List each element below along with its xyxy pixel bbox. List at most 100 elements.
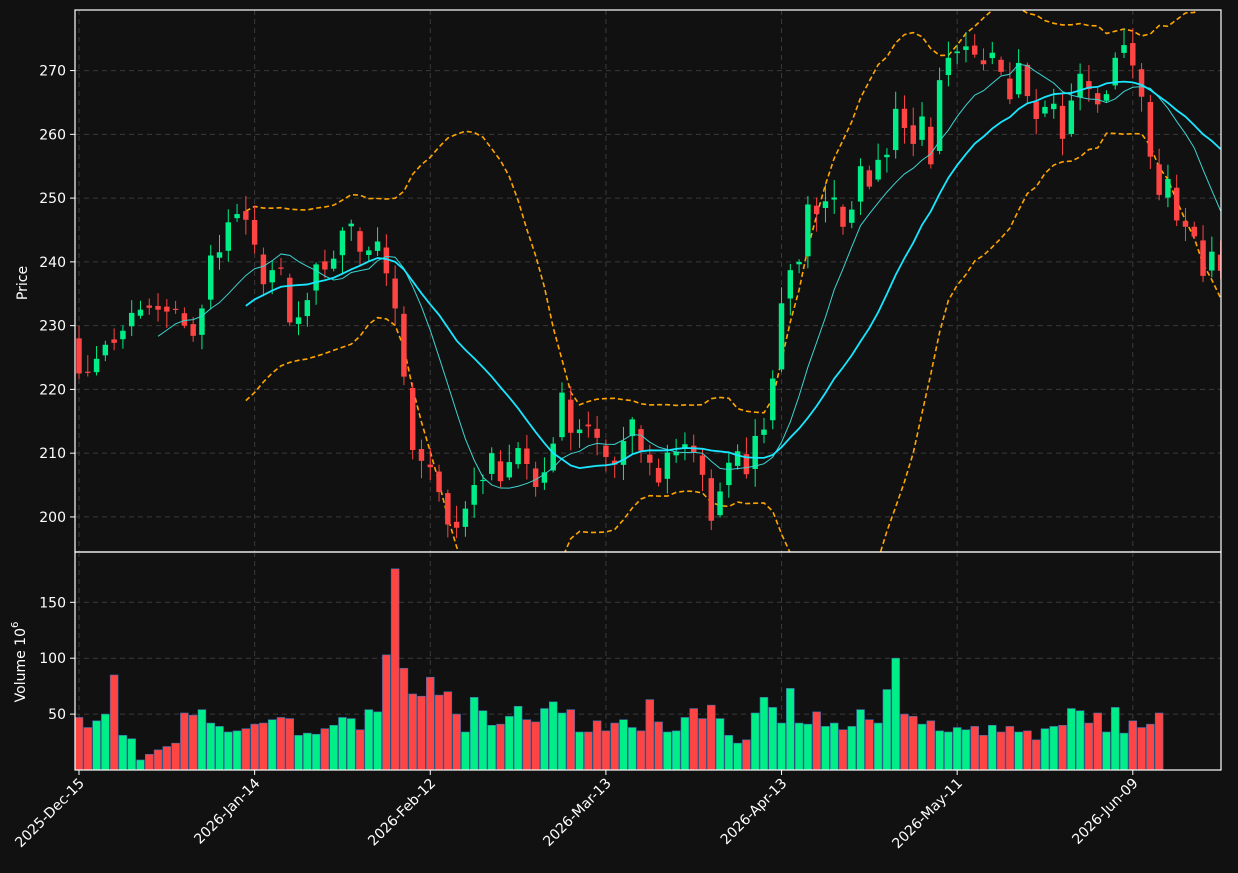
candle <box>243 196 249 235</box>
candle <box>216 234 223 270</box>
volume-bar <box>575 731 584 771</box>
volume-bar <box>882 689 892 771</box>
volume-bar <box>926 720 936 771</box>
candle <box>840 204 846 235</box>
price-tick-label: 270 <box>39 64 66 80</box>
candle-body <box>928 126 934 165</box>
volume-bar <box>118 735 128 771</box>
candle <box>1173 174 1180 227</box>
candle-body <box>287 277 293 323</box>
candle-body <box>708 478 714 521</box>
price-tick-label: 260 <box>39 127 66 143</box>
volume-bar <box>865 719 874 771</box>
volume-bar <box>320 728 330 771</box>
volume-bar <box>759 697 769 771</box>
candle <box>717 482 723 518</box>
candle <box>1165 164 1171 208</box>
candle-body <box>638 429 644 451</box>
candle-body <box>401 313 407 377</box>
volume-bar <box>276 717 286 771</box>
candle-body <box>1051 103 1057 110</box>
candle <box>1086 65 1092 102</box>
candle <box>1007 62 1013 105</box>
candle-body <box>208 255 214 300</box>
candle-body <box>102 344 109 356</box>
candle-body <box>752 435 758 469</box>
candle <box>374 227 381 256</box>
candle <box>418 439 425 479</box>
candle-body <box>128 312 135 327</box>
candle-body <box>366 250 372 255</box>
candle-body <box>805 204 811 257</box>
candle-body <box>620 441 627 465</box>
candle-body <box>137 309 144 316</box>
candle-body <box>216 252 223 258</box>
candle-body <box>348 223 354 227</box>
candle-body <box>1130 43 1136 66</box>
volume-bar <box>742 739 751 771</box>
candle-body <box>515 448 521 465</box>
candle <box>462 501 469 537</box>
candle-body <box>164 306 170 312</box>
volume-bar <box>1031 739 1041 771</box>
candle <box>409 382 416 460</box>
volume-axis-exponent: 6 <box>10 622 21 628</box>
candle-body <box>664 452 671 479</box>
candle <box>813 197 820 232</box>
candle-body <box>559 392 565 438</box>
volume-bar <box>364 709 374 771</box>
candle-body <box>919 116 925 140</box>
volume-bar <box>171 742 180 771</box>
candle <box>471 467 477 518</box>
candle <box>936 67 943 155</box>
candle-body <box>647 454 653 463</box>
candle <box>225 209 232 262</box>
candle <box>366 246 372 261</box>
sma-short-line <box>157 63 1221 489</box>
candle-body <box>1182 221 1189 227</box>
volume-bar <box>1110 707 1120 771</box>
price-tick-label: 250 <box>39 191 66 207</box>
candle <box>172 300 179 314</box>
candle-body <box>330 258 337 269</box>
candle <box>1191 221 1197 239</box>
candle-body <box>945 57 952 76</box>
candle <box>1059 92 1066 156</box>
candle <box>945 41 952 87</box>
volume-bar <box>1146 723 1155 771</box>
volume-bar <box>1023 730 1032 771</box>
candle <box>568 386 574 451</box>
candle-body <box>611 460 618 465</box>
candle <box>1147 94 1154 169</box>
volume-tick-label: 50 <box>48 707 66 723</box>
candle <box>954 44 960 65</box>
candle <box>515 442 521 469</box>
candle <box>1103 90 1110 103</box>
candle-body <box>1015 62 1022 95</box>
price-tick-label: 220 <box>39 382 66 398</box>
candle <box>93 346 100 376</box>
candle <box>234 203 240 222</box>
candle <box>260 247 267 297</box>
volume-bar <box>232 730 242 771</box>
volume-axis-label: Volume 106 <box>10 622 29 703</box>
bollinger-upper-line <box>245 10 1199 414</box>
candle-body <box>734 451 741 466</box>
volume-bar <box>777 722 786 771</box>
volume-bar <box>434 694 444 771</box>
volume-bar <box>891 657 900 771</box>
candle-body <box>489 453 495 474</box>
candle <box>339 227 346 273</box>
candle-body <box>743 454 750 475</box>
candle-body <box>234 214 240 219</box>
volume-bar <box>180 712 189 771</box>
volume-bar <box>250 723 259 771</box>
candle-body <box>1165 178 1171 198</box>
candle-body <box>866 170 873 187</box>
volume-bar <box>838 729 848 771</box>
candle-body <box>787 270 794 299</box>
volume-bar <box>812 711 821 771</box>
volume-bar <box>267 719 277 771</box>
